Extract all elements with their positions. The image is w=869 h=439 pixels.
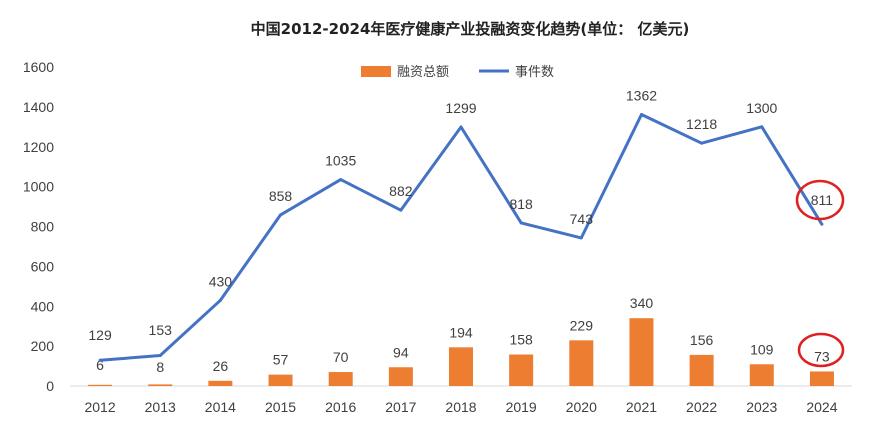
bar [88,384,113,386]
line-point [158,353,162,357]
y-tick-label: 1400 [23,99,54,115]
line-data-label: 129 [88,327,112,343]
line-data-label: 858 [269,188,293,204]
line-point [700,141,704,145]
line-data-label: 743 [570,211,594,227]
x-tick-label: 2023 [746,399,777,415]
line-labels: 129 153 430 858 1035 882 1299 818 743 1362 1218 130… [88,87,833,343]
line-point [579,236,583,240]
x-tick-label: 2014 [205,399,236,415]
legend: 融资总额 事件数 [361,65,554,80]
line-point [98,358,102,362]
line-data-label: 811 [811,192,834,208]
bar-data-label: 73 [814,348,830,364]
line-point [459,125,463,129]
line-data-label: 430 [209,273,233,289]
x-axis: 2012 2013 2014 2015 2016 2017 2018 2019 2020 2021… [84,399,837,415]
bar [569,340,594,386]
line-data-label: 1299 [445,100,476,116]
x-tick-label: 2018 [445,399,476,415]
y-tick-label: 1600 [23,59,54,75]
bar-data-label: 158 [509,331,533,347]
bar [509,354,534,386]
bar [809,371,834,386]
y-tick-label: 1000 [23,179,54,195]
highlight-circle-amount-2024 [797,332,845,368]
y-tick-label: 400 [31,298,55,314]
bar [148,384,173,386]
bar-data-label: 6 [96,357,104,373]
x-tick-label: 2013 [145,399,176,415]
bar [749,364,774,386]
y-tick-label: 800 [31,219,55,235]
highlight-circle-events-2024 [795,179,845,221]
legend-label-bar: 融资总额 [397,65,449,80]
chart-title: 中国2012-2024年医疗健康产业投融资变化趋势(单位： 亿美元) [251,20,690,38]
line-data-label: 1362 [626,87,657,103]
x-tick-label: 2017 [385,399,416,415]
line-point [399,208,403,212]
x-tick-label: 2022 [686,399,717,415]
bar-data-label: 109 [750,341,774,357]
bar [208,380,233,386]
line-point [639,112,643,116]
line-data-label: 153 [149,322,173,338]
line-data-label: 1300 [746,100,777,116]
line-data-label: 818 [509,196,533,212]
bar-data-label: 94 [393,344,409,360]
highlights [795,179,845,368]
x-tick-label: 2021 [626,399,657,415]
bar-data-label: 156 [690,332,714,348]
bar-series [88,318,834,386]
bar-data-label: 26 [213,358,229,374]
x-tick-label: 2020 [566,399,597,415]
line-series [98,112,824,362]
y-tick-label: 1200 [23,139,54,155]
bar-labels: 6 8 26 57 70 94 194 158 229 340 156 109 73 [96,295,830,375]
line-point [519,221,523,225]
y-tick-label: 200 [31,338,55,354]
x-tick-label: 2019 [506,399,537,415]
legend-label-line: 事件数 [515,65,554,80]
bar-data-label: 194 [449,324,473,340]
x-tick-label: 2024 [806,399,837,415]
line-data-label: 1218 [686,116,717,132]
bar [689,354,714,386]
y-axis: 0 200 400 600 800 1000 1200 1400 1600 [23,59,54,394]
x-tick-label: 2012 [84,399,115,415]
bar [629,318,654,386]
x-tick-label: 2016 [325,399,356,415]
bar-data-label: 70 [333,349,349,365]
bar-data-label: 340 [630,295,654,311]
bar [388,367,413,386]
bar-data-label: 8 [156,359,164,375]
bar [328,372,353,386]
bar-data-label: 229 [570,317,594,333]
legend-swatch-bar [361,66,391,77]
line-point [760,125,764,129]
y-tick-label: 0 [46,378,54,394]
line-point [339,178,343,182]
line-data-label: 882 [389,183,413,199]
y-tick-label: 600 [31,258,55,274]
bar [268,374,293,386]
line-data-label: 1035 [325,153,356,169]
line-point [820,222,824,226]
bar-data-label: 57 [273,352,289,368]
x-tick-label: 2015 [265,399,296,415]
line-point [218,298,222,302]
line-point [279,213,283,217]
bar [449,347,473,386]
